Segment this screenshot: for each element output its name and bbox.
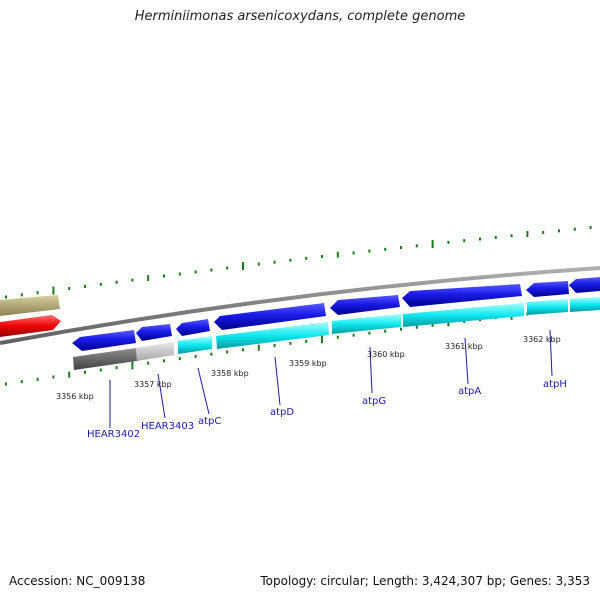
- hear3402-grey-block: [73, 348, 137, 370]
- cds-next-forward: [569, 277, 600, 293]
- kbp-tick-label: 3358 kbp: [211, 369, 249, 378]
- kbp-tick-label: 3357 kbp: [134, 380, 172, 389]
- kbp-tick-label: 3362 kbp: [523, 335, 561, 344]
- gene-label-atpd[interactable]: atpD: [270, 407, 294, 418]
- atpg-cyan-block: [332, 314, 401, 334]
- next-cyan-block: [570, 297, 600, 312]
- cds-hear3402-forward: [72, 330, 136, 351]
- second-track: [73, 297, 600, 370]
- cds-hear3403-forward: [136, 324, 172, 341]
- cds-atph-forward: [526, 281, 569, 297]
- atpd-cyan-block: [216, 322, 329, 349]
- gene-label-lines: [109, 329, 553, 428]
- gene-label-hear3402[interactable]: HEAR3402: [87, 429, 140, 440]
- kbp-tick-label: 3360 kbp: [367, 350, 405, 359]
- gene-labels: HEAR3402 HEAR3403 atpC atpD atpG atpA at…: [87, 379, 567, 440]
- kbp-scale: 3356 kbp 3357 kbp 3358 kbp 3359 kbp 3360…: [56, 335, 561, 401]
- gene-label-atpa[interactable]: atpA: [458, 386, 481, 397]
- genome-backbone: [0, 266, 600, 345]
- genome-summary-text: Topology: circular; Length: 3,424,307 bp…: [260, 574, 590, 588]
- olive-feature: [0, 295, 60, 316]
- map-title: Herminiimonas arsenicoxydans, complete g…: [134, 9, 466, 24]
- gene-label-atpc[interactable]: atpC: [198, 416, 221, 427]
- gene-label-atpg[interactable]: atpG: [362, 396, 386, 407]
- atpc-cyan-block: [178, 336, 212, 354]
- kbp-tick-label: 3359 kbp: [289, 359, 327, 368]
- gene-label-hear3403[interactable]: HEAR3403: [141, 421, 194, 432]
- gene-label-atph[interactable]: atpH: [543, 379, 567, 390]
- cds-atpd-forward: [214, 303, 326, 330]
- cds-atpc-forward: [176, 319, 210, 336]
- red-rrna-feature: [0, 315, 61, 337]
- kbp-tick-label: 3361 kbp: [445, 342, 483, 351]
- forward-strand-track: [72, 277, 600, 351]
- gc-content-upper-ticks: [5, 226, 592, 299]
- atph-cyan-block: [527, 299, 568, 315]
- accession-text: Accession: NC_009138: [9, 574, 146, 588]
- cds-atpg-forward: [330, 295, 400, 315]
- atpa-cyan-block: [403, 303, 524, 327]
- cds-atpa-forward: [402, 284, 522, 307]
- kbp-tick-label: 3356 kbp: [56, 392, 94, 401]
- hear3403-light-block: [136, 342, 174, 361]
